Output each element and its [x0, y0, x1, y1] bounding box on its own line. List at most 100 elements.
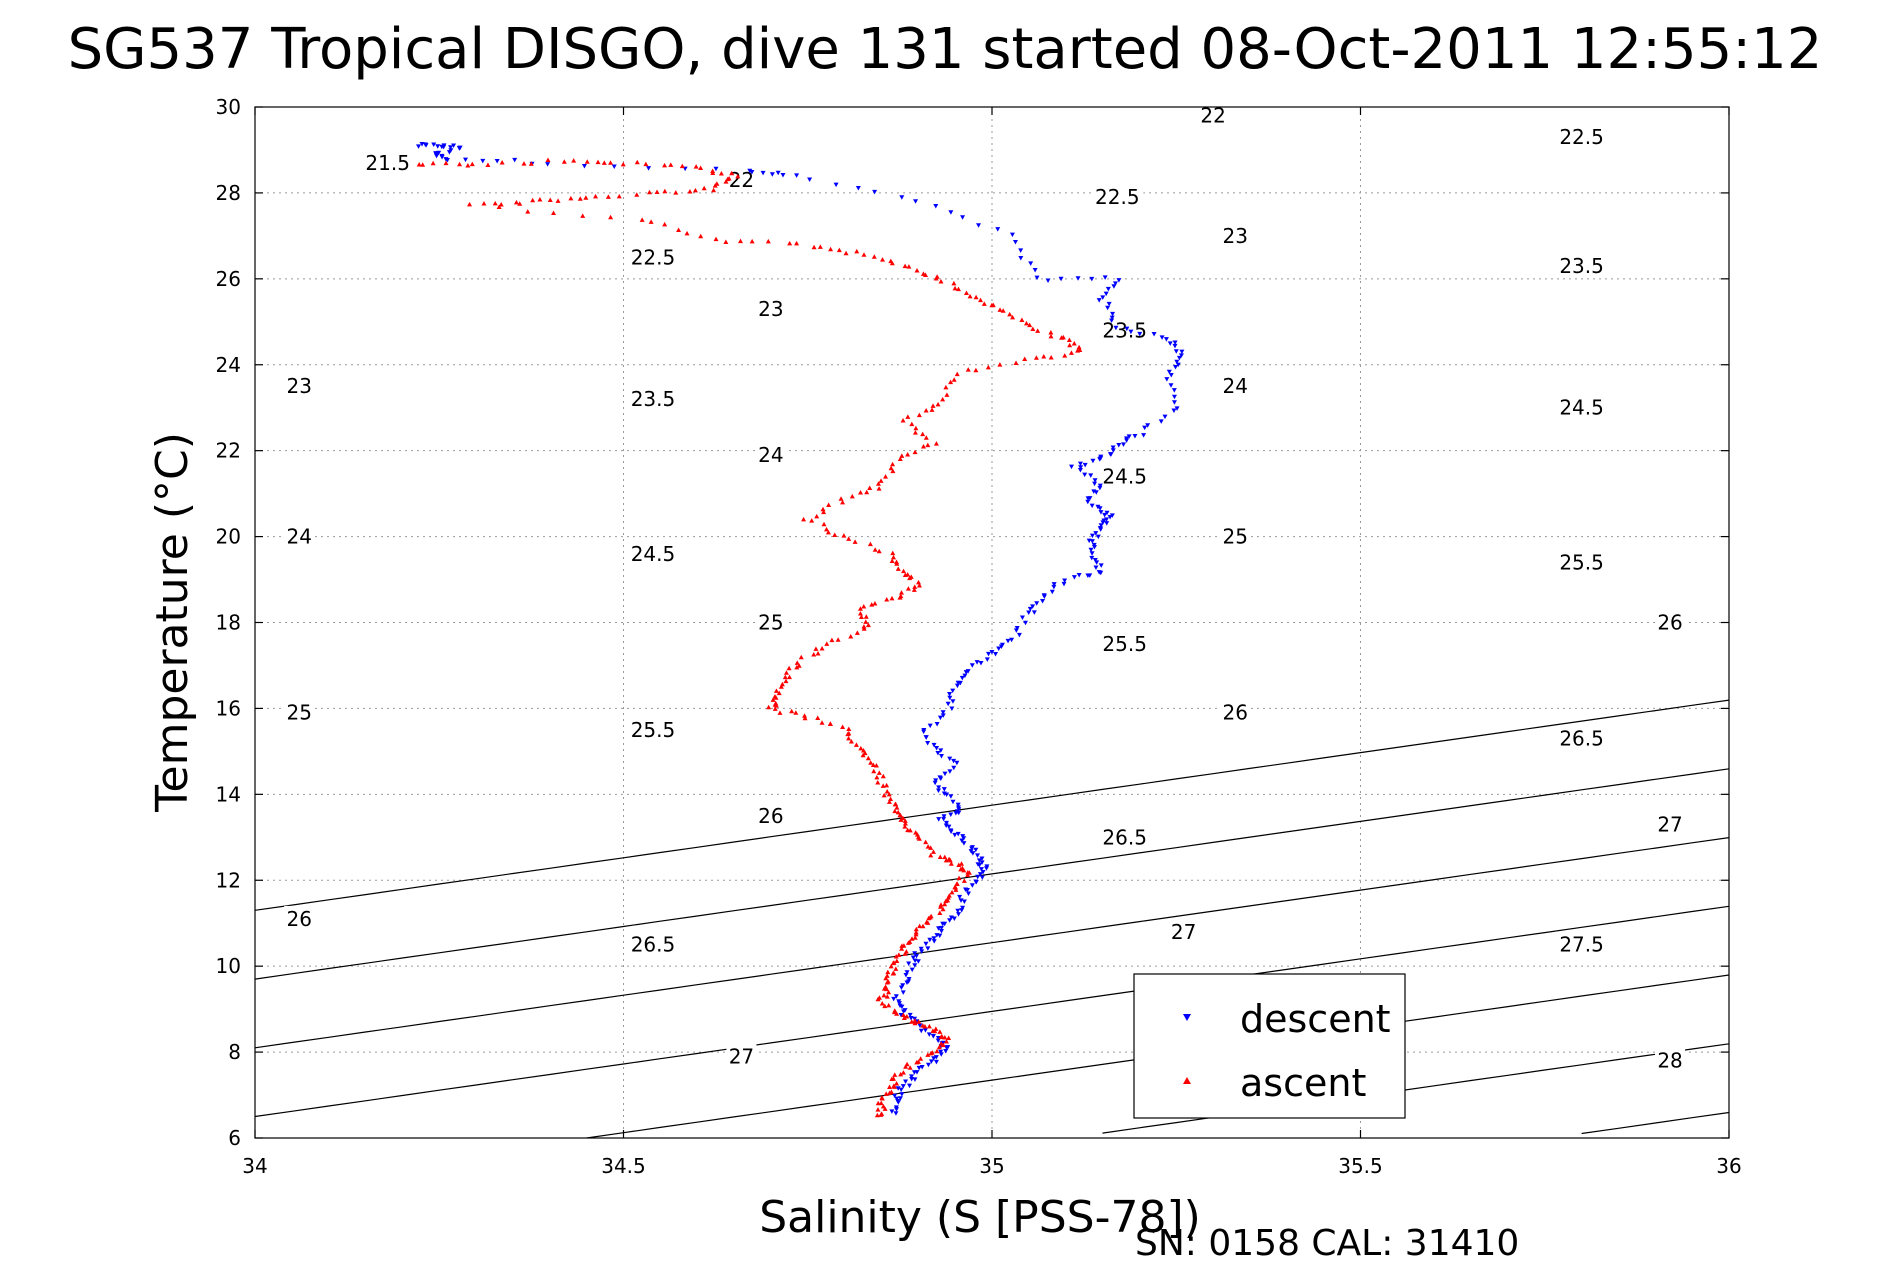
isopycnal-label-bg: [626, 386, 679, 411]
descent-point: [949, 706, 955, 711]
ascent-point: [821, 509, 827, 515]
ascent-point: [875, 780, 881, 785]
ascent-point: [668, 162, 674, 167]
ascent-point: [895, 566, 901, 571]
descent-point: [936, 785, 942, 790]
isopycnal-label-bg: [626, 540, 679, 565]
ascent-point: [571, 158, 577, 163]
descent-point: [1088, 473, 1094, 478]
ascent-point: [903, 1064, 909, 1069]
ascent-point: [913, 425, 919, 431]
ascent-point: [1041, 353, 1047, 359]
descent-point: [914, 953, 920, 959]
descent-point: [1168, 372, 1174, 378]
descent-point: [448, 145, 454, 150]
ascent-point: [905, 414, 911, 419]
ascent-point: [874, 774, 880, 780]
descent-point: [1094, 560, 1100, 565]
legend-descent-marker: [1183, 1014, 1191, 1021]
descent-point: [975, 874, 981, 880]
ascent-point: [584, 159, 590, 164]
ascent-point: [948, 379, 954, 385]
descent-point: [494, 159, 500, 164]
ascent-point: [916, 579, 922, 585]
ascent-point: [937, 1029, 943, 1034]
ascent-point: [933, 441, 939, 446]
ascent-point: [848, 738, 854, 744]
descent-point: [947, 691, 953, 697]
descent-point: [911, 1070, 917, 1075]
descent-point: [947, 918, 953, 923]
ascent-point: [469, 161, 475, 167]
ascent-point: [873, 763, 879, 768]
ascent-point: [662, 188, 668, 194]
ascent-point: [897, 595, 903, 600]
ascent-point: [899, 453, 905, 458]
descent-point: [934, 722, 940, 727]
descent-point: [964, 888, 970, 893]
descent-point: [960, 215, 966, 220]
ascent-point: [729, 170, 735, 176]
ascent-point: [551, 210, 557, 216]
ascent-point: [925, 844, 931, 849]
descent-point: [915, 959, 921, 964]
descent-point: [1016, 632, 1022, 638]
descent-point: [1032, 267, 1038, 273]
isopycnal-label: 23.5: [1102, 318, 1147, 342]
ascent-point: [723, 239, 729, 244]
ascent-point: [997, 307, 1003, 312]
descent-point: [1092, 481, 1098, 487]
descent-point: [938, 928, 944, 934]
descent-point: [895, 1086, 901, 1091]
ascent-point: [909, 421, 915, 427]
ascent-point: [749, 238, 755, 244]
isopycnal-label-bg: [755, 609, 786, 634]
descent-point: [1013, 628, 1019, 633]
ascent-point: [892, 1072, 898, 1077]
ascent-point: [861, 626, 867, 631]
ascent-point: [967, 293, 973, 299]
ascent-point: [889, 260, 895, 266]
y-axis-label: Temperature (°C): [147, 432, 198, 813]
ascent-point: [786, 665, 792, 671]
descent-point: [893, 1111, 899, 1116]
descent-point: [1171, 388, 1177, 393]
descent-point: [422, 142, 428, 147]
descent-point: [898, 1087, 904, 1093]
ascent-point: [928, 852, 934, 858]
ascent-point: [874, 1112, 880, 1118]
ascent-point: [605, 194, 611, 199]
ascent-point: [915, 1059, 921, 1064]
isopycnal-label-bg: [1098, 824, 1151, 849]
ascent-point: [846, 726, 852, 732]
descent-point: [918, 946, 924, 952]
ascent-point: [880, 783, 886, 788]
ascent-point: [860, 752, 866, 758]
descent-point: [1159, 335, 1165, 340]
x-tick-label: 35: [979, 1154, 1004, 1178]
descent-point: [1012, 239, 1018, 245]
descent-point: [933, 778, 939, 783]
descent-point: [1173, 364, 1179, 370]
descent-point: [898, 985, 904, 990]
isopycnal-label-bg: [1555, 931, 1608, 956]
descent-point: [1132, 434, 1138, 439]
descent-point: [1179, 349, 1185, 355]
ascent-point: [920, 1023, 926, 1028]
descent-point: [1163, 337, 1169, 342]
ascent-point: [900, 417, 906, 423]
descent-point: [944, 792, 950, 797]
isopycnal-label: 27.5: [1559, 933, 1604, 957]
ascent-point: [943, 857, 949, 863]
descent-point: [941, 787, 947, 792]
ascent-point: [676, 227, 682, 233]
descent-point: [463, 157, 469, 163]
descent-point: [912, 1077, 918, 1082]
descent-point: [903, 1079, 909, 1084]
descent-point: [1107, 514, 1113, 520]
ascent-point: [430, 160, 436, 166]
ascent-point: [890, 461, 896, 467]
ascent-point: [891, 960, 897, 965]
descent-point: [952, 832, 958, 838]
